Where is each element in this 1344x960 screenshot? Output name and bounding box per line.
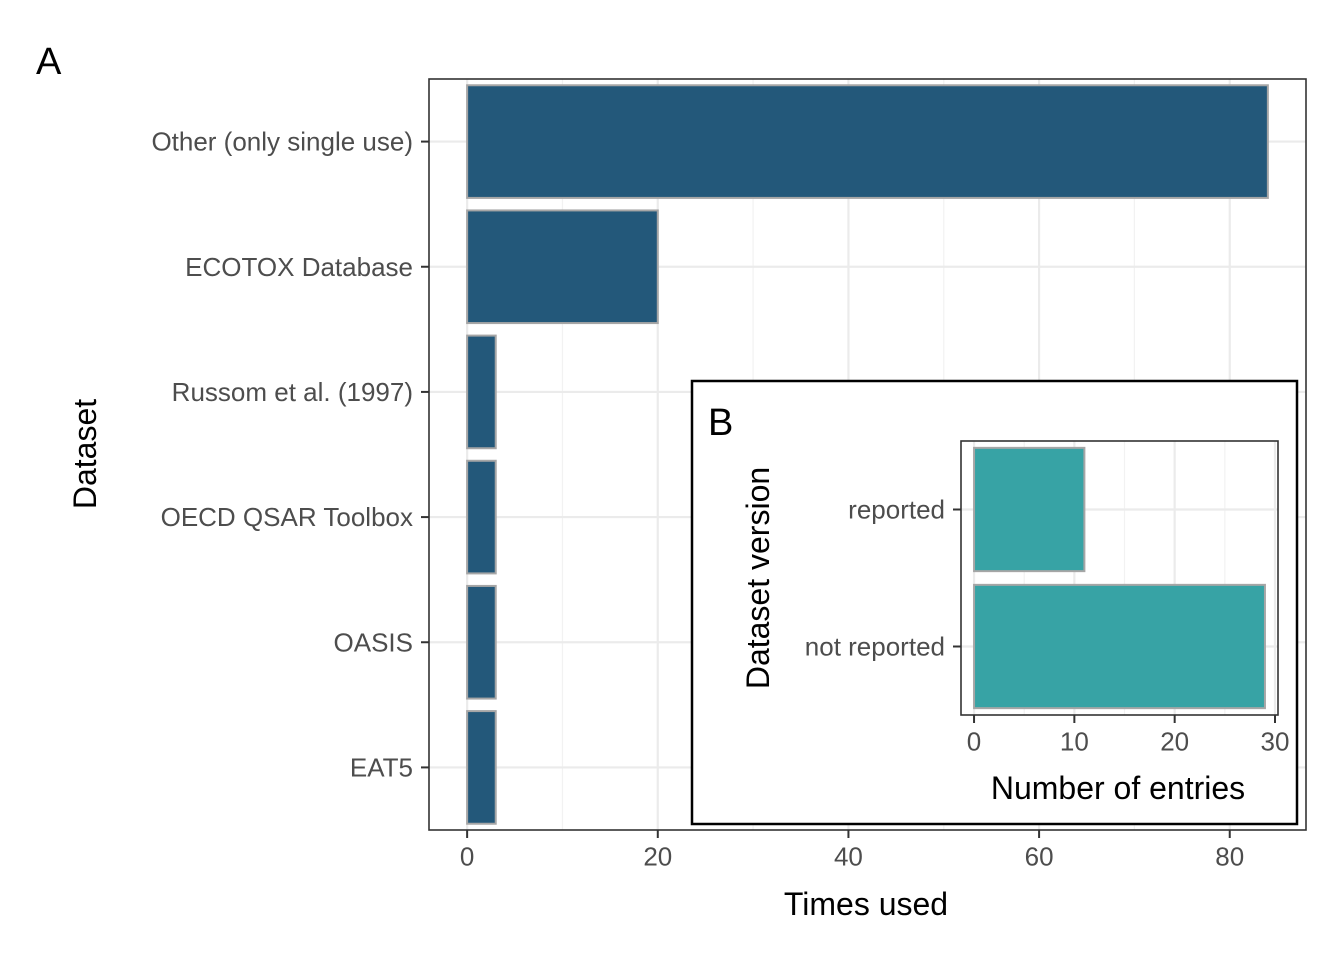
- panel-b-y-axis-title: Dataset version: [740, 467, 776, 689]
- panel-b-bar: [973, 446, 1086, 573]
- panel-a-bar: [466, 459, 497, 575]
- panel-a-bar: [466, 584, 497, 700]
- panel-a-y-tick-label: OECD QSAR Toolbox: [161, 502, 413, 532]
- panel-a-x-tick-label: 60: [1025, 841, 1054, 871]
- panel-b-plot: reported not reported 0 10 20 30: [805, 440, 1290, 756]
- panel-b-bar: [973, 583, 1266, 710]
- panel-a-tag: A: [36, 41, 62, 83]
- panel-b-x-tick-label: 10: [1060, 726, 1089, 756]
- panel-a-x-tick-label: 80: [1215, 841, 1244, 871]
- panel-a-bar: [466, 84, 1269, 199]
- panel-a-bar: [466, 209, 659, 325]
- panel-a-y-tick-label: Other (only single use): [151, 127, 413, 157]
- panel-a-bar: [466, 710, 497, 825]
- panel-b-tag: B: [708, 402, 733, 444]
- panel-b-x-tick-label: 0: [967, 726, 981, 756]
- panel-a-x-tick-label: 0: [460, 841, 474, 871]
- panel-a-bar: [466, 334, 497, 450]
- panel-a-y-tick-label: EAT5: [350, 753, 413, 783]
- panel-a-y-tick-label: ECOTOX Database: [185, 252, 413, 282]
- panel-b-x-tick-label: 30: [1261, 726, 1290, 756]
- panel-b-y-tick-label: reported: [848, 495, 945, 525]
- panel-b-x-axis-title: Number of entries: [991, 770, 1245, 806]
- panel-a-x-tick-label: 20: [643, 841, 672, 871]
- panel-b-x-tick-label: 20: [1160, 726, 1189, 756]
- panel-a-panel-border: [428, 78, 1307, 831]
- panel-a-x-axis-title: Times used: [784, 886, 948, 922]
- panel-a-y-axis-title: Dataset: [67, 399, 103, 509]
- panel-a-y-tick-label: Russom et al. (1997): [172, 377, 413, 407]
- panel-b-y-tick-label: not reported: [805, 632, 945, 662]
- panel-b-panel-border: [960, 440, 1279, 716]
- panel-a-y-tick-label: OASIS: [334, 627, 413, 657]
- panel-a-x-tick-label: 40: [834, 841, 863, 871]
